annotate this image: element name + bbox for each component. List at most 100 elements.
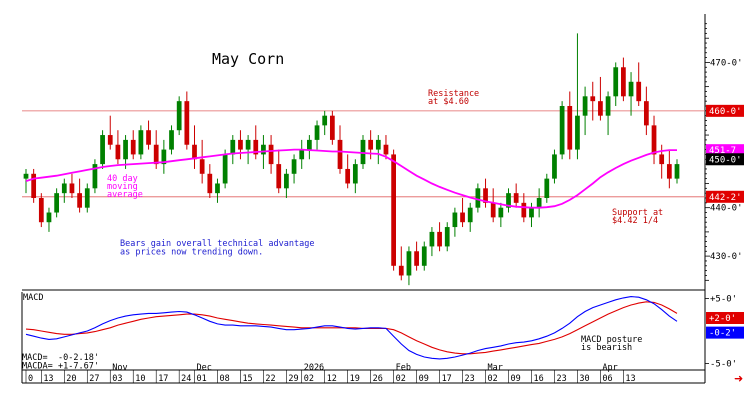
support-annotation: Support at $4.42 1/4 [612,208,663,226]
time-tick-label: 24 [181,374,191,384]
candle-body [460,212,465,223]
candle-body [69,183,75,194]
candle-body [659,154,665,165]
candle-body [628,81,634,97]
time-tick-label: 16 [533,374,543,384]
candle-body [253,139,259,155]
candle-body [77,193,82,208]
candle-body [498,207,504,218]
candle-body [598,101,603,116]
time-tick-label: 09 [419,374,429,384]
candle-body [467,207,473,223]
time-tick-label: 01 [196,374,206,384]
candle-body [176,101,182,131]
moving-average-last-badge-label: 451-7 [709,146,736,156]
candle-body [575,115,580,150]
time-tick-label: 22 [265,374,275,384]
moving-average-annotation: 40 day moving average [107,174,143,200]
candle-body [199,159,205,174]
resistance-annotation: Resistance at $4.60 [428,89,479,107]
time-tick-label: 17 [442,374,452,384]
time-tick-label: 08 [219,374,229,384]
time-tick-label: 26 [373,374,383,384]
candle-body [621,67,626,97]
time-tick-label: 15 [242,374,252,384]
time-tick-label: 0 [28,374,33,384]
last-price-badge [706,153,744,166]
candle-body [230,139,236,155]
candle-body [123,139,128,160]
candle-body [352,164,358,184]
macd-last-badge-label: -0-2' [709,329,736,339]
time-tick-label: 09 [511,374,521,384]
candle-body [513,193,519,203]
month-label: Nov [112,363,127,373]
candle-body [391,154,396,266]
month-label: Mar [488,363,503,373]
last-price-badge-label: 450-0' [709,155,742,165]
candle-body [559,106,565,155]
candle-body [452,212,458,228]
candle-body [130,139,136,155]
candle-body [406,251,412,276]
candle-body [582,96,588,116]
candle-body [31,173,37,198]
macda-line [25,301,678,355]
time-tick-label: 23 [556,374,566,384]
candle-body [490,202,496,218]
candle-body [590,96,596,102]
month-label: Apr [602,363,617,373]
candle-body [636,81,642,102]
time-tick-label: 03 [112,374,122,384]
candle-body [46,212,52,223]
candle-body [643,101,649,126]
candle-body [215,183,220,194]
candle-body [115,144,121,160]
candle-body [261,144,266,155]
price-tick-label: 470-0' [710,58,743,68]
time-tick-label: 10 [135,374,145,384]
candle-body [54,193,60,213]
time-tick-label: 13 [625,374,635,384]
macd-tick-label: +5-0' [710,295,737,305]
macd-title: MACD [23,293,43,303]
macd-commentary-annotation: MACD posture is bearish [581,335,642,353]
moving-average-line [25,148,677,209]
candle-body [475,188,481,208]
candle-body [291,159,297,174]
candle-body [238,139,243,150]
candle-body [536,198,542,208]
time-tick-label: 20 [66,374,76,384]
candle-body [360,139,366,165]
candle-body [100,135,105,165]
candle-body [414,251,419,266]
time-tick-label: 23 [465,374,475,384]
candle-body [398,265,404,276]
candle-body [268,144,274,165]
macd-line [25,296,678,360]
candle-body [153,144,159,165]
candle-body [314,125,320,140]
time-axis: 0 13 20 27 03 10 17 24 01 08 15 22 29 02 12 19 26 02 09 17 2… [22,363,705,384]
candle-body [506,193,511,208]
candle-body [322,115,328,126]
candle-body [529,207,534,218]
candle-body [437,231,442,247]
time-tick-label: 30 [579,374,589,384]
month-label: 2026 [304,363,324,373]
next-page-arrow-icon[interactable]: ➜ [734,372,743,385]
time-tick-label: 27 [89,374,99,384]
macd-last-badge [706,326,744,339]
candle-body [337,139,343,169]
macd-legend-label: MACD= [22,353,48,363]
month-label: Feb [396,363,411,373]
price-tick-label: 430-0' [710,252,743,262]
candle-body [329,115,335,140]
macd-legend-value: -0-2.18' [58,353,99,363]
time-tick-label: 02 [488,374,498,384]
macd-legend-value: +1-7.67' [58,362,99,372]
candle-body [138,130,144,155]
candle-body [245,139,251,150]
candle-body [61,183,67,194]
